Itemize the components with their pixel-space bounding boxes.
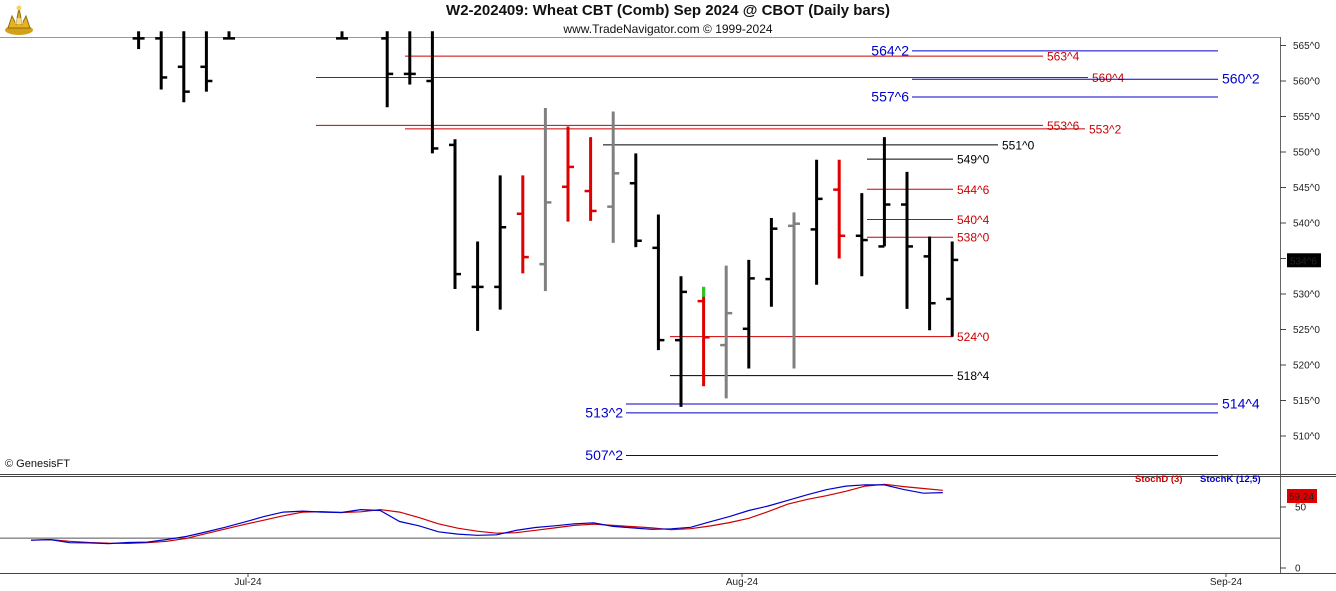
ohlc-bar — [742, 259, 755, 369]
price-bars — [132, 31, 959, 407]
level-label-514-4: 514^4 — [1222, 396, 1260, 412]
time-axis: Jul-24 Aug-24 Sep-24 — [234, 573, 1243, 588]
level-label-513-2: 513^2 — [585, 404, 623, 420]
stoch-tick-label: 50 — [1295, 503, 1307, 514]
price-levels: 564^2 563^4 560^4 560^2 557^6 553^6 553^2 551^0… — [316, 42, 1260, 463]
stoch-legend-k: StochK (12,5) — [1200, 474, 1261, 485]
ohlc-bar — [810, 159, 823, 285]
ohlc-bar — [584, 137, 597, 221]
stoch-tick-label: 0 — [1295, 564, 1301, 575]
level-label-553-2: 553^2 — [1089, 122, 1122, 136]
price-tick-label: 550^0 — [1293, 148, 1320, 159]
price-tick-label: 565^0 — [1293, 41, 1320, 52]
level-label-560-4: 560^4 — [1092, 71, 1125, 85]
ohlc-bar — [720, 265, 733, 399]
ohlc-bar — [878, 137, 891, 248]
ohlc-bar — [833, 159, 846, 259]
level-label-564-2: 564^2 — [871, 42, 909, 58]
genesis-logo-icon — [2, 2, 36, 36]
chart-subtitle: www.TradeNavigator.com © 1999-2024 — [563, 22, 773, 36]
ohlc-bar — [471, 241, 484, 331]
level-label-551-0: 551^0 — [1002, 138, 1035, 152]
level-label-518-4: 518^4 — [957, 369, 990, 383]
level-label-553-6: 553^6 — [1047, 119, 1080, 133]
level-label-538-0: 538^0 — [957, 231, 990, 245]
stoch-line-d — [30, 483, 943, 545]
time-tick-label: Sep-24 — [1210, 577, 1243, 588]
ohlc-bar — [855, 193, 868, 277]
ohlc-bar — [629, 153, 642, 248]
level-label-563-4: 563^4 — [1047, 50, 1080, 64]
ohlc-bar — [155, 31, 168, 90]
price-axis: 565^0560^0555^0550^0545^0540^0535^0530^0… — [1280, 41, 1321, 443]
chart-title: W2-202409: Wheat CBT (Comb) Sep 2024 @ C… — [446, 2, 890, 19]
price-tick-label: 560^0 — [1293, 77, 1320, 88]
ohlc-bar — [675, 276, 687, 407]
ohlc-bar — [652, 214, 665, 351]
price-tick-label: 525^0 — [1293, 325, 1320, 336]
ohlc-bar — [539, 107, 552, 292]
ohlc-bar — [132, 31, 145, 50]
stoch-value-label: 59.24 — [1289, 492, 1314, 503]
stoch-value-box — [1287, 489, 1317, 503]
price-tick-label: 510^0 — [1293, 432, 1320, 443]
ohlc-bar — [765, 218, 778, 307]
ohlc-bar — [403, 31, 416, 85]
level-label-549-0: 549^0 — [957, 153, 990, 167]
ohlc-bar — [946, 241, 959, 337]
price-tick-label: 520^0 — [1293, 361, 1320, 372]
price-tick-label: 540^0 — [1293, 219, 1320, 230]
level-label-524-0: 524^0 — [957, 330, 990, 344]
ohlc-bar — [697, 286, 710, 387]
ohlc-bar — [223, 31, 235, 40]
ohlc-bar — [516, 175, 529, 274]
level-label-540-4: 540^4 — [957, 213, 990, 227]
ohlc-bar — [381, 31, 394, 108]
price-tick-label: 515^0 — [1293, 396, 1320, 407]
copyright-label: © GenesisFT — [5, 458, 70, 470]
level-label-544-6: 544^6 — [957, 183, 990, 197]
ohlc-bar — [901, 171, 913, 309]
last-price-label: 534^6 — [1290, 256, 1317, 267]
last-price-box — [1287, 253, 1321, 268]
level-label-507-2: 507^2 — [585, 447, 623, 463]
price-tick-label: 530^0 — [1293, 290, 1320, 301]
stoch-legend-d: StochD (3) — [1135, 474, 1183, 485]
level-label-557-6: 557^6 — [871, 88, 909, 104]
ohlc-bar — [607, 111, 620, 243]
ohlc-bar — [562, 126, 574, 222]
ohlc-bar — [426, 31, 439, 154]
ohlc-bar — [923, 236, 936, 331]
stochastic-panel: 50 0 StochD (3) StochK (12,5) 59.24 — [0, 474, 1317, 575]
ohlc-bar — [200, 31, 213, 92]
ohlc-bar — [494, 175, 507, 310]
ohlc-bar — [449, 139, 461, 290]
chart-frame — [0, 37, 1336, 574]
price-tick-label: 555^0 — [1293, 112, 1320, 123]
ohlc-bar — [177, 31, 190, 103]
ohlc-bar — [788, 212, 800, 369]
price-tick-label: 545^0 — [1293, 183, 1320, 194]
ohlc-bar — [336, 31, 348, 40]
time-tick-label: Jul-24 — [234, 577, 262, 588]
time-tick-label: Aug-24 — [726, 577, 759, 588]
level-label-560-2: 560^2 — [1222, 71, 1260, 87]
stoch-line-k — [30, 484, 943, 545]
